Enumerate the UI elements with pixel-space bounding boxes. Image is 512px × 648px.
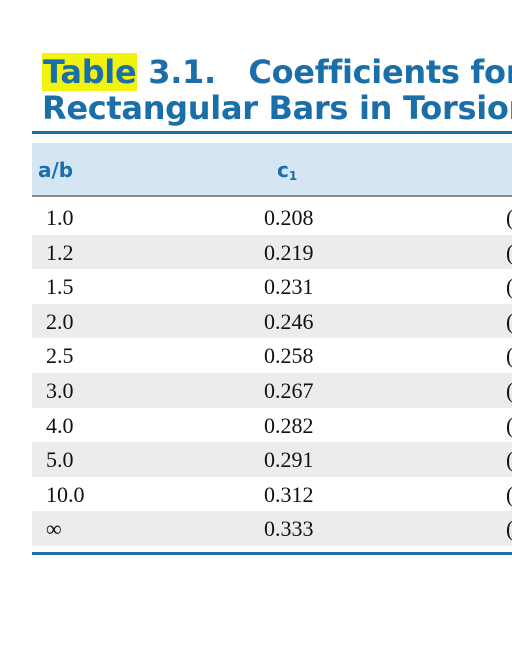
cell-c1: 0.219 [264,239,314,265]
table-row: 2.0 0.246 ( [32,303,512,339]
cell-ab: 3.0 [46,377,74,403]
cell-c2: ( [506,274,512,300]
table-row: 10.0 0.312 ( [32,477,512,512]
cell-c1: 0.291 [264,447,314,473]
cell-c1: 0.246 [264,308,314,334]
table-row: 1.2 0.219 ( [32,234,512,270]
cell-ab: 2.0 [46,308,74,334]
cell-c2: ( [506,205,512,231]
c1-subscript: 1 [288,169,298,183]
title-text-line-2: Rectangular Bars in Torsion [42,89,512,127]
title-text-line-1: Coefficients for [248,53,512,91]
cell-ab: 1.2 [46,239,74,265]
table-row: 4.0 0.282 ( [32,408,512,443]
cell-c2: ( [506,343,512,369]
table-row: 3.0 0.267 ( [32,372,512,408]
table-row: 1.5 0.231 ( [32,269,512,304]
cell-ab: 1.0 [46,205,74,230]
cell-c1: 0.333 [264,516,314,542]
cell-c1: 0.312 [264,481,314,507]
table-number: 3.1. [137,53,216,91]
cell-ab: 5.0 [46,447,74,473]
column-header-ab: a/b [38,158,74,182]
cell-ab: ∞ [46,516,62,542]
cell-ab: 2.5 [46,343,74,369]
cell-c1: 0.208 [264,205,314,230]
table-row: 5.0 0.291 ( [32,442,512,477]
cell-ab: 10.0 [46,481,85,507]
cell-c2: ( [506,240,512,266]
bottom-rule [32,552,512,555]
cell-c2: ( [506,447,512,473]
title-line-1: Table 3.1. Coefficients for [42,53,512,91]
table-title: Table 3.1. Coefficients for Rectangular … [42,53,512,127]
column-header-c1: c1 [277,158,297,183]
cell-c2: ( [506,516,512,542]
cell-ab: 4.0 [46,412,74,438]
cell-c1: 0.258 [264,343,314,369]
cell-c1: 0.231 [264,274,314,300]
header-rule [32,195,512,197]
cell-c2: ( [506,413,512,439]
table-row: 1.0 0.208 ( [32,200,512,235]
table-body: 1.0 0.208 (1.2 0.219 (1.5 0.231 (2.0 0.246 (2.5 0… [32,200,512,546]
table-word-highlight: Table [42,53,138,91]
header-band [32,143,512,195]
c1-base: c [277,158,289,182]
cell-c2: ( [506,309,512,335]
cell-ab: 1.5 [46,274,74,300]
table-row: ∞ 0.333 ( [32,511,512,546]
cell-c1: 0.267 [264,377,314,403]
cell-c2: ( [506,378,512,404]
cell-c1: 0.282 [264,412,314,438]
top-rule [32,131,512,134]
table-row: 2.5 0.258 ( [32,338,512,373]
cell-c2: ( [506,482,512,508]
